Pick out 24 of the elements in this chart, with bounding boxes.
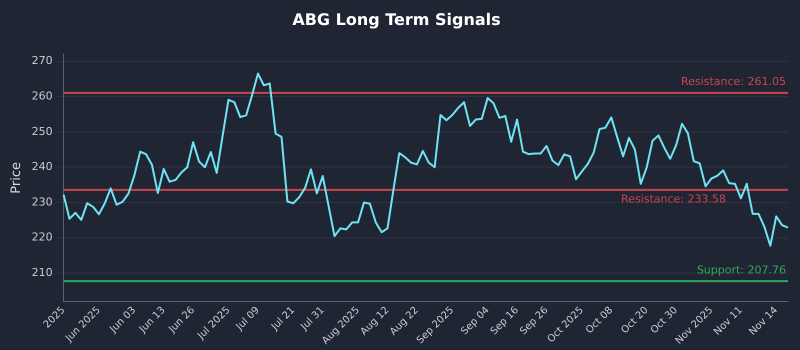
x-tick-label: Jul 21	[268, 304, 298, 334]
y-tick-label: 230	[32, 195, 53, 208]
x-tick-label: Oct 20	[619, 304, 651, 336]
x-tick-label: Jul 09	[234, 304, 262, 334]
x-tick-label: Jun 03	[107, 304, 138, 336]
y-tick-label: 210	[32, 266, 53, 280]
x-tick-label: Aug 12	[358, 304, 392, 338]
x-tick-label: Jun 26	[166, 304, 198, 336]
y-tick-label: 250	[32, 124, 53, 138]
x-tick-label: Jun 13	[136, 304, 168, 336]
y-tick-label: 270	[32, 54, 53, 68]
x-tick-label: Jul 31	[298, 304, 327, 334]
ref-line-label: Support: 207.76	[696, 263, 786, 276]
x-tick-label: Nov 14	[747, 304, 780, 338]
ref-line-label: Resistance: 261.05	[681, 75, 786, 88]
y-axis-title: Price	[9, 162, 24, 194]
x-tick-label: Oct 08	[584, 304, 616, 336]
chart-title: ABG Long Term Signals	[292, 10, 501, 29]
ref-line-label: Resistance: 233.58	[621, 192, 726, 206]
y-tick-label: 260	[32, 89, 53, 102]
y-tick-label: 240	[32, 160, 53, 174]
x-tick-label: Nov 11	[712, 304, 745, 338]
x-tick-label: Oct 30	[648, 304, 680, 336]
y-tick-label: 220	[32, 230, 53, 244]
